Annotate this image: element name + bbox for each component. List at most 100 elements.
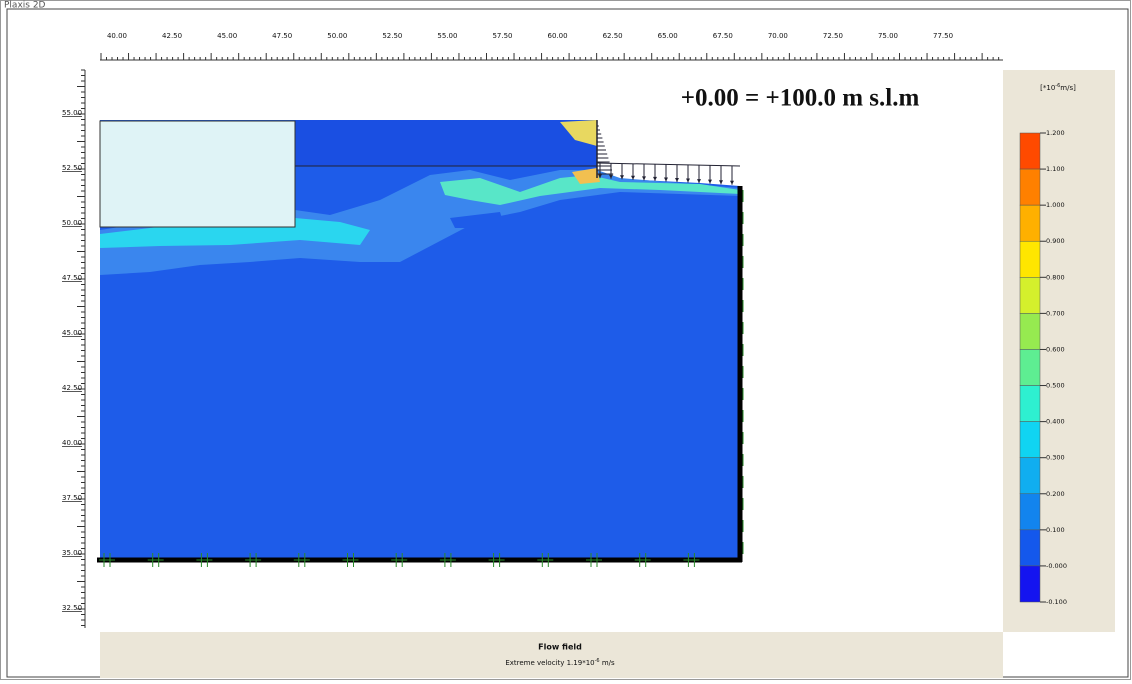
excavated: [597, 120, 740, 186]
legend-label: 0.400: [1046, 418, 1065, 426]
x-ruler-label: 57.50: [492, 32, 512, 40]
caption: Extreme velocity 1.19*10: [505, 659, 594, 667]
y-ruler-label: 45.00: [62, 329, 82, 337]
x-ruler-label: 50.00: [327, 32, 347, 40]
legend-label: 0.600: [1046, 345, 1065, 353]
x-ruler-label: 67.50: [713, 32, 733, 40]
fixity: [488, 553, 505, 567]
legend-swatch: [1019, 204, 1041, 242]
legend-swatch: [1019, 240, 1041, 278]
structure: [99, 120, 296, 228]
x-ruler-label: 60.00: [548, 32, 568, 40]
fixity: [391, 553, 408, 567]
y-ruler-label: 52.50: [62, 164, 82, 172]
legend-label: 0.500: [1046, 382, 1065, 390]
fixity: [99, 553, 115, 567]
y-ruler-label: 50.00: [62, 219, 82, 227]
flow-hotspot: [560, 120, 597, 146]
legend-swatch: [1019, 421, 1041, 458]
legend-swatch: [1019, 457, 1041, 495]
unit-prefix: [*10: [1040, 84, 1055, 92]
x-ruler-label: 52.50: [382, 32, 402, 40]
x-ruler-label: 62.50: [603, 32, 623, 40]
flow-band-high: [440, 175, 740, 205]
x-ruler-label: 70.00: [768, 32, 788, 40]
legend-swatch: [1019, 168, 1041, 206]
legend-swatch: [1019, 313, 1041, 350]
fixity: [586, 553, 602, 567]
fixity: [196, 553, 213, 567]
legend-unit: [*10-6m/s]: [1040, 83, 1076, 93]
fixity: [439, 553, 456, 567]
y-ruler-label: 37.50: [62, 494, 82, 502]
y-ruler-label: 35.00: [62, 549, 82, 557]
x-ruler-label: 55.00: [437, 32, 457, 40]
legend-label: 0.700: [1046, 309, 1065, 317]
load-head: [609, 174, 613, 179]
fixity: [634, 553, 651, 567]
load-head: [675, 178, 679, 182]
window-title: Plaxis 2D: [4, 1, 46, 11]
load-line: [596, 162, 741, 167]
flow-band-high: [100, 218, 370, 248]
legend-label: 0.800: [1046, 273, 1065, 281]
fixity: [293, 553, 310, 567]
fixity: [245, 553, 262, 567]
y-ruler-label: 42.50: [62, 384, 82, 392]
legend-label: 1.200: [1046, 129, 1065, 137]
legend-swatch: [1019, 349, 1041, 386]
x-ruler-label: 75.00: [878, 32, 898, 40]
legend-swatch: [1019, 277, 1041, 314]
unit-suffix: m/s]: [1060, 84, 1076, 92]
legend-swatch: [1019, 529, 1041, 567]
x-ruler-label: 77.50: [933, 32, 953, 40]
legend-label: 1.100: [1046, 165, 1065, 173]
legend-swatch: [1019, 385, 1041, 422]
y-ruler-label: 32.50: [62, 604, 82, 612]
unit-exp: -6: [1055, 83, 1060, 89]
y-ruler-label: 40.00: [62, 439, 82, 447]
load-head: [697, 179, 701, 184]
legend-label: -0.100: [1046, 598, 1067, 606]
x-ruler-label: 42.50: [162, 32, 182, 40]
legend-swatch: [1019, 565, 1041, 603]
load-head: [730, 180, 734, 185]
legend-label: 0.300: [1046, 454, 1065, 462]
footer-title: Flow field: [538, 643, 582, 652]
legend-label: 0.100: [1046, 526, 1065, 534]
load-head: [708, 179, 712, 184]
model: [97, 120, 744, 567]
fixity: [342, 553, 359, 567]
x-ruler-label: 45.00: [217, 32, 237, 40]
fixity: [537, 553, 554, 567]
footer-caption: Extreme velocity 1.19*10-6 m/s: [505, 658, 615, 668]
legend-label: 0.900: [1046, 237, 1065, 245]
x-ruler-label: 65.00: [658, 32, 678, 40]
load-head: [653, 176, 657, 181]
caption-unit: m/s: [600, 659, 615, 667]
x-ruler-label: 47.50: [272, 32, 292, 40]
legend-swatch: [1019, 132, 1041, 170]
footer-panel: [100, 632, 1003, 678]
y-ruler-label: 55.00: [62, 109, 82, 117]
legend-label: -0.000: [1046, 562, 1067, 570]
rulers: 40.00 42.50 45.00 47.50 50.00 52.50 55.00 57.50…: [62, 32, 1003, 628]
loads: [99, 121, 744, 567]
flow-hotspot: [572, 168, 600, 184]
color-bar: 1.200 1.100 1.000 0.900 0.800 0.700 0.600 0.500…: [1019, 129, 1067, 606]
legend-swatch: [1019, 493, 1041, 531]
upper-layer: [295, 120, 597, 166]
fixity: [683, 553, 700, 567]
flow-pocket: [450, 212, 505, 228]
x-ruler-label: 40.00: [107, 32, 127, 40]
flow-band: [100, 170, 740, 275]
annotation: +0.00 = +100.0 m s.l.m: [681, 85, 920, 112]
load-head: [719, 180, 723, 185]
x-ruler-label: 72.50: [823, 32, 843, 40]
load-head: [598, 174, 602, 179]
load-head: [664, 177, 668, 182]
fixity: [147, 553, 164, 567]
y-ruler-label: 47.50: [62, 274, 82, 282]
